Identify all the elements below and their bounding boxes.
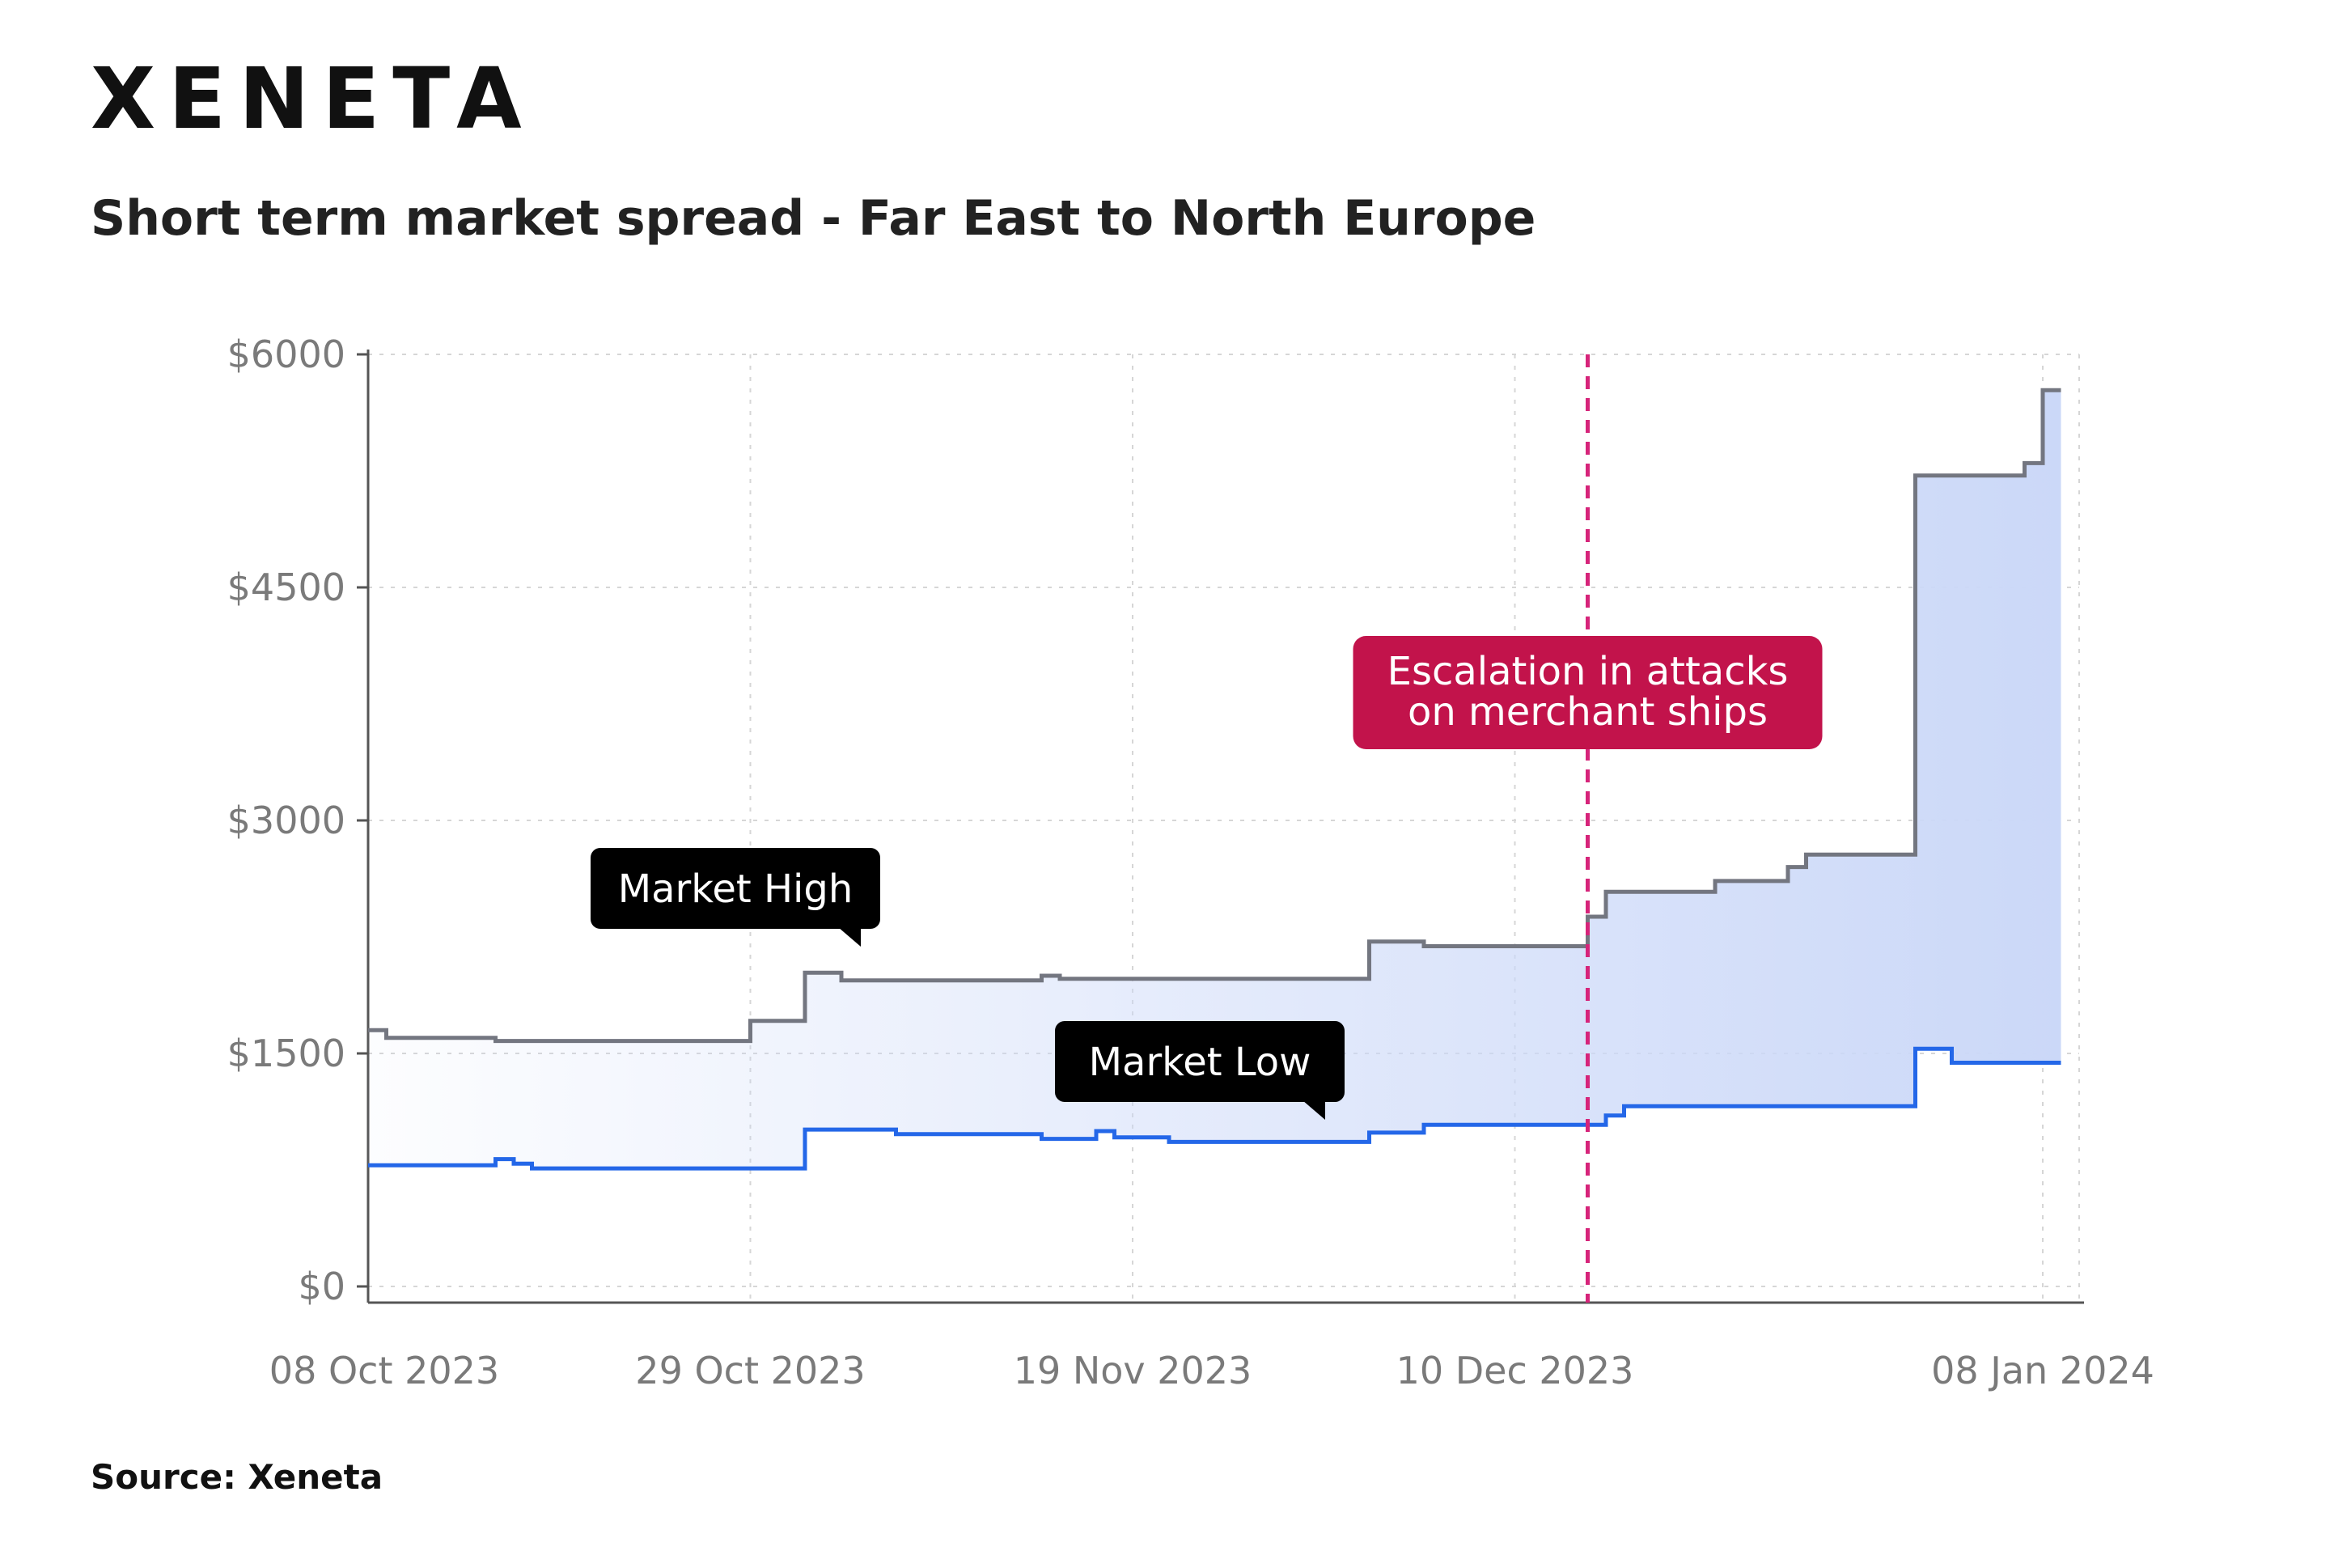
y-tick-label: $4500	[227, 566, 345, 609]
market-high-callout-box	[591, 848, 880, 929]
event-label-box	[1353, 636, 1823, 749]
market-high-callout-text: Market High	[618, 867, 854, 912]
x-tick-label: 19 Nov 2023	[1014, 1349, 1252, 1392]
series-lines	[368, 388, 2061, 1171]
y-tick-label: $0	[298, 1265, 345, 1308]
y-tick-label: $6000	[227, 333, 345, 376]
market-low-callout-text: Market Low	[1089, 1040, 1311, 1085]
market-low-callout-pointer	[1303, 1100, 1325, 1120]
spread-area	[368, 390, 2061, 1169]
spread-fill	[368, 390, 2061, 1169]
y-tick-label: $3000	[227, 799, 345, 842]
x-axis-tick-labels: 08 Oct 2023 29 Oct 2023 19 Nov 2023 10 Dec …	[269, 1349, 2154, 1392]
series-callouts: Market High Market Low	[591, 848, 1345, 1120]
x-tick-label: 08 Jan 2024	[1931, 1349, 2154, 1392]
market-low-callout-box	[1055, 1021, 1345, 1102]
xeneta-logo: XENETA	[91, 49, 535, 148]
y-tick-label: $1500	[227, 1032, 345, 1075]
market-low-line	[368, 1046, 2061, 1171]
event-label-line: on merchant ships	[1408, 689, 1768, 735]
x-tick-label: 29 Oct 2023	[635, 1349, 865, 1392]
y-axis-tick-labels: $0 $1500 $3000 $4500 $6000	[227, 333, 345, 1308]
chart-title: Short term market spread - Far East to N…	[91, 190, 1536, 247]
x-tick-label: 10 Dec 2023	[1396, 1349, 1634, 1392]
market-high-line	[368, 388, 2061, 1044]
x-tick-label: 08 Oct 2023	[269, 1349, 499, 1392]
market-high-callout-pointer	[838, 927, 861, 947]
source-note: Source: Xeneta	[91, 1457, 383, 1497]
event-label-line: Escalation in attacks	[1387, 649, 1789, 694]
